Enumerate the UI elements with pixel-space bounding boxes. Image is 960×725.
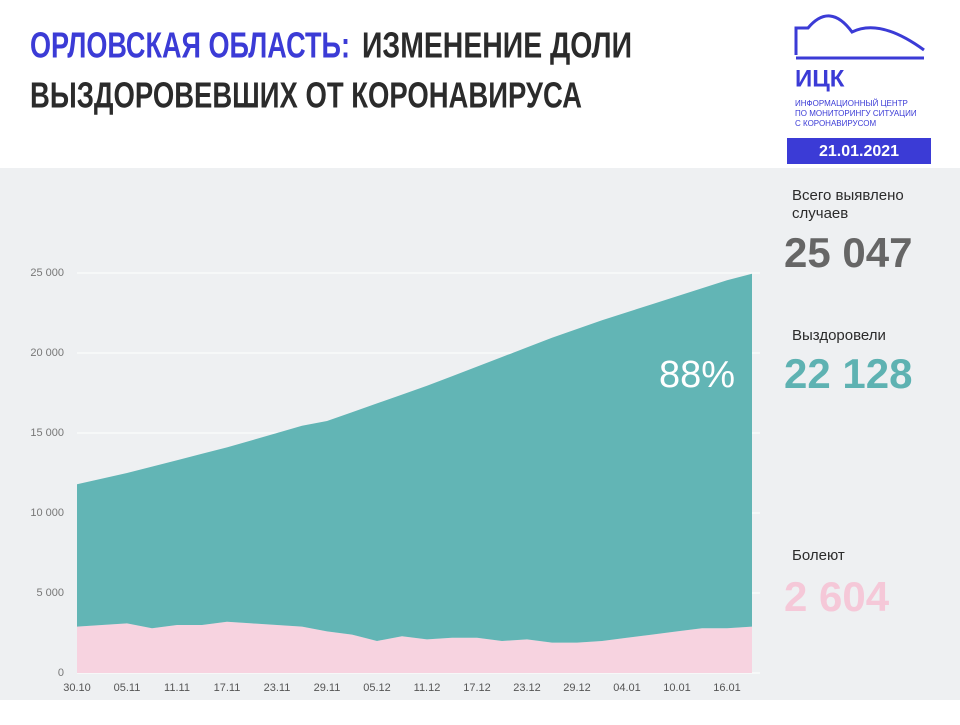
x-tick-label: 29.11 — [314, 682, 341, 694]
annotation: 88% — [659, 354, 735, 396]
logo-subtitle: ИНФОРМАЦИОННЫЙ ЦЕНТР — [795, 99, 908, 108]
x-tick-label: 17.11 — [214, 682, 241, 694]
stat-label-line: Всего выявлено — [792, 187, 904, 204]
y-tick-label: 0 — [58, 667, 64, 679]
date: 21.01.2021 — [819, 143, 899, 160]
logo-subtitle: ПО МОНИТОРИНГУ СИТУАЦИИ — [795, 109, 917, 118]
title: ВЫЗДОРОВЕВШИХ ОТ КОРОНАВИРУСА — [30, 75, 582, 116]
x-tick-label: 29.12 — [563, 682, 591, 694]
y-tick-label: 15 000 — [30, 427, 64, 439]
x-tick-label: 11.12 — [414, 682, 441, 694]
y-tick-label: 20 000 — [30, 347, 64, 359]
stat-label-line: случаев — [792, 205, 848, 222]
logo-subtitle: С КОРОНАВИРУСОМ — [795, 119, 876, 128]
stat-label: Всего выявлено случаев — [792, 187, 904, 222]
x-tick-label: 11.11 — [164, 682, 190, 694]
stat-value: 25 047 — [784, 229, 912, 276]
stat-value: 22 128 — [784, 350, 912, 397]
x-tick-label: 05.11 — [114, 682, 141, 694]
x-tick-label: 17.12 — [463, 682, 491, 694]
legend-label: Болеют — [792, 547, 845, 564]
y-tick-label: 10 000 — [30, 507, 64, 519]
x-tick-label: 10.01 — [663, 682, 691, 694]
x-tick-label: 04.01 — [613, 682, 641, 694]
logo: ИЦК — [795, 65, 845, 92]
date-badge — [787, 138, 931, 164]
legend-label: Выздоровели — [792, 327, 886, 344]
y-tick-label: 5 000 — [36, 587, 64, 599]
area — [77, 621, 752, 673]
x-tick-label: 23.11 — [264, 682, 291, 694]
x-tick-label: 05.12 — [363, 682, 391, 694]
y-tick-label: 25 000 — [30, 267, 64, 279]
title-region: ОРЛОВСКАЯ ОБЛАСТЬ: — [30, 25, 350, 66]
x-tick-label: 30.10 — [63, 682, 91, 694]
area — [77, 273, 752, 643]
logo-icon — [794, 14, 925, 55]
x-tick-label: 23.12 — [513, 682, 541, 694]
title: ИЗМЕНЕНИЕ ДОЛИ — [362, 25, 632, 66]
x-tick-label: 16.01 — [713, 682, 741, 694]
stat-value: 2 604 — [784, 573, 890, 620]
